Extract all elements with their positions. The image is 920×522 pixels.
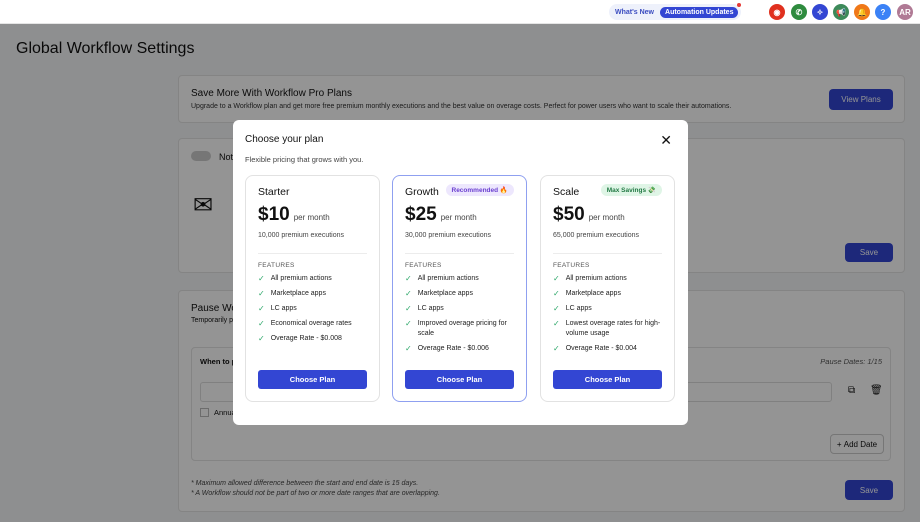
choose-plan-button[interactable]: Choose Plan: [553, 370, 662, 389]
check-icon: ✓: [258, 319, 265, 328]
notify-toggle[interactable]: [191, 151, 211, 161]
plan-price: $25: [405, 204, 437, 225]
annual-label: Annua: [214, 408, 236, 417]
compass-icon[interactable]: ◉: [769, 4, 785, 20]
pause-desc: Temporarily p: [191, 317, 234, 324]
feature-item: ✓ All premium actions: [258, 274, 332, 283]
divider: [405, 253, 514, 254]
feature-item: ✓ Economical overage rates: [258, 319, 352, 328]
plan-card-growth: Growth Recommended 🔥 $25 per month 30,000 pr…: [392, 175, 527, 402]
plan-period: per month: [440, 213, 477, 222]
feature-item: ✓ Marketplace apps: [553, 289, 621, 298]
feature-item: ✓ All premium actions: [553, 274, 627, 283]
save-button[interactable]: Save: [845, 480, 893, 500]
pause-title: Pause Wo: [191, 303, 237, 314]
trash-icon[interactable]: 🗑: [870, 385, 883, 396]
check-icon: ✓: [553, 344, 560, 353]
megaphone-icon[interactable]: 📢: [833, 4, 849, 20]
promo-desc: Upgrade to a Workflow plan and get more …: [191, 103, 732, 110]
check-icon: ✓: [258, 289, 265, 298]
page-title: Global Workflow Settings: [16, 40, 195, 57]
bell-icon[interactable]: 🔔: [854, 4, 870, 20]
choose-plan-modal: Choose your plan ✕ Flexible pricing that…: [233, 120, 688, 425]
plan-name: Scale: [553, 186, 580, 198]
feature-item: ✓ Marketplace apps: [258, 289, 326, 298]
view-plans-button[interactable]: View Plans: [829, 89, 893, 110]
feature-item: ✓ LC apps: [553, 304, 592, 313]
features-label: FEATURES: [258, 262, 295, 269]
whats-new-pill[interactable]: What's New Automation Updates: [609, 2, 742, 20]
features-label: FEATURES: [405, 262, 442, 269]
mail-icon: ✉: [193, 192, 214, 219]
check-icon: ✓: [258, 334, 265, 343]
plan-executions: 10,000 premium executions: [258, 232, 344, 239]
plan-price: $10: [258, 204, 290, 225]
feature-item: ✓ Marketplace apps: [405, 289, 473, 298]
check-icon: ✓: [258, 304, 265, 313]
notify-label: Not: [219, 152, 234, 162]
check-icon: ✓: [553, 304, 560, 313]
check-icon: ✓: [553, 289, 560, 298]
add-date-button[interactable]: + Add Date: [830, 434, 884, 454]
automation-updates-badge[interactable]: Automation Updates: [660, 2, 742, 18]
plan-badge: Max Savings 💸: [600, 184, 662, 196]
note-2: * A Workflow should not be part of two o…: [191, 490, 440, 497]
check-icon: ✓: [405, 319, 412, 328]
feature-item: ✓ LC apps: [258, 304, 297, 313]
check-icon: ✓: [258, 274, 265, 283]
plan-card-scale: Scale Max Savings 💸 $50 per month 65,000 pre…: [540, 175, 675, 402]
top-bar: What's New Automation Updates ◉ ✆ ✧ 📢 🔔 ?…: [0, 0, 920, 24]
when-label: When to p: [200, 357, 237, 366]
copy-icon[interactable]: ⧉: [848, 385, 856, 396]
modal-title: Choose your plan: [245, 134, 324, 145]
plan-name: Starter: [258, 186, 290, 198]
plan-executions: 30,000 premium executions: [405, 232, 491, 239]
whats-new-label[interactable]: What's New: [615, 8, 655, 16]
check-icon: ✓: [405, 289, 412, 298]
feature-item: ✓ Overage Rate - $0.006: [405, 344, 489, 353]
divider: [258, 253, 367, 254]
feature-item: ✓ LC apps: [405, 304, 444, 313]
plan-price: $50: [553, 204, 585, 225]
plan-name: Growth: [405, 186, 439, 198]
modal-subtitle: Flexible pricing that grows with you.: [245, 155, 364, 164]
choose-plan-button[interactable]: Choose Plan: [258, 370, 367, 389]
plan-period: per month: [293, 213, 330, 222]
feature-item: ✓ Lowest overage rates for high-volume us…: [553, 319, 661, 337]
plan-card-starter: Starter $10 per month 10,000 premium execut…: [245, 175, 380, 402]
feature-item: ✓ Overage Rate - $0.004: [553, 344, 637, 353]
check-icon: ✓: [553, 274, 560, 283]
check-icon: ✓: [405, 274, 412, 283]
save-button[interactable]: Save: [845, 243, 893, 262]
note-1: * Maximum allowed difference between the…: [191, 480, 419, 487]
help-icon[interactable]: ?: [875, 4, 891, 20]
phone-icon[interactable]: ✆: [791, 4, 807, 20]
check-icon: ✓: [553, 319, 560, 328]
check-icon: ✓: [405, 344, 412, 353]
avatar[interactable]: AR: [897, 4, 913, 20]
plan-period: per month: [588, 213, 625, 222]
plan-executions: 65,000 premium executions: [553, 232, 639, 239]
plan-badge: Recommended 🔥: [445, 184, 514, 196]
features-label: FEATURES: [553, 262, 590, 269]
promo-title: Save More With Workflow Pro Plans: [191, 88, 352, 99]
choose-plan-button[interactable]: Choose Plan: [405, 370, 514, 389]
feature-item: ✓ Overage Rate - $0.008: [258, 334, 342, 343]
feature-item: ✓ Improved overage pricing for scale: [405, 319, 507, 337]
pause-dates-count: Pause Dates: 1/15: [820, 357, 882, 366]
close-icon[interactable]: ✕: [660, 132, 672, 148]
divider: [553, 253, 662, 254]
annual-checkbox[interactable]: [200, 408, 209, 417]
feature-item: ✓ All premium actions: [405, 274, 479, 283]
sparkle-icon[interactable]: ✧: [812, 4, 828, 20]
check-icon: ✓: [405, 304, 412, 313]
